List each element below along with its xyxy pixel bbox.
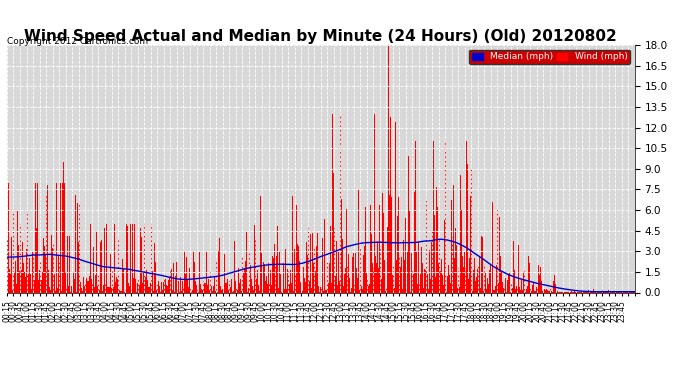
Title: Wind Speed Actual and Median by Minute (24 Hours) (Old) 20120802: Wind Speed Actual and Median by Minute (… — [24, 29, 618, 44]
Text: Copyright 2012 Cartronics.com: Copyright 2012 Cartronics.com — [7, 38, 148, 46]
Legend: Median (mph), Wind (mph): Median (mph), Wind (mph) — [469, 50, 630, 64]
